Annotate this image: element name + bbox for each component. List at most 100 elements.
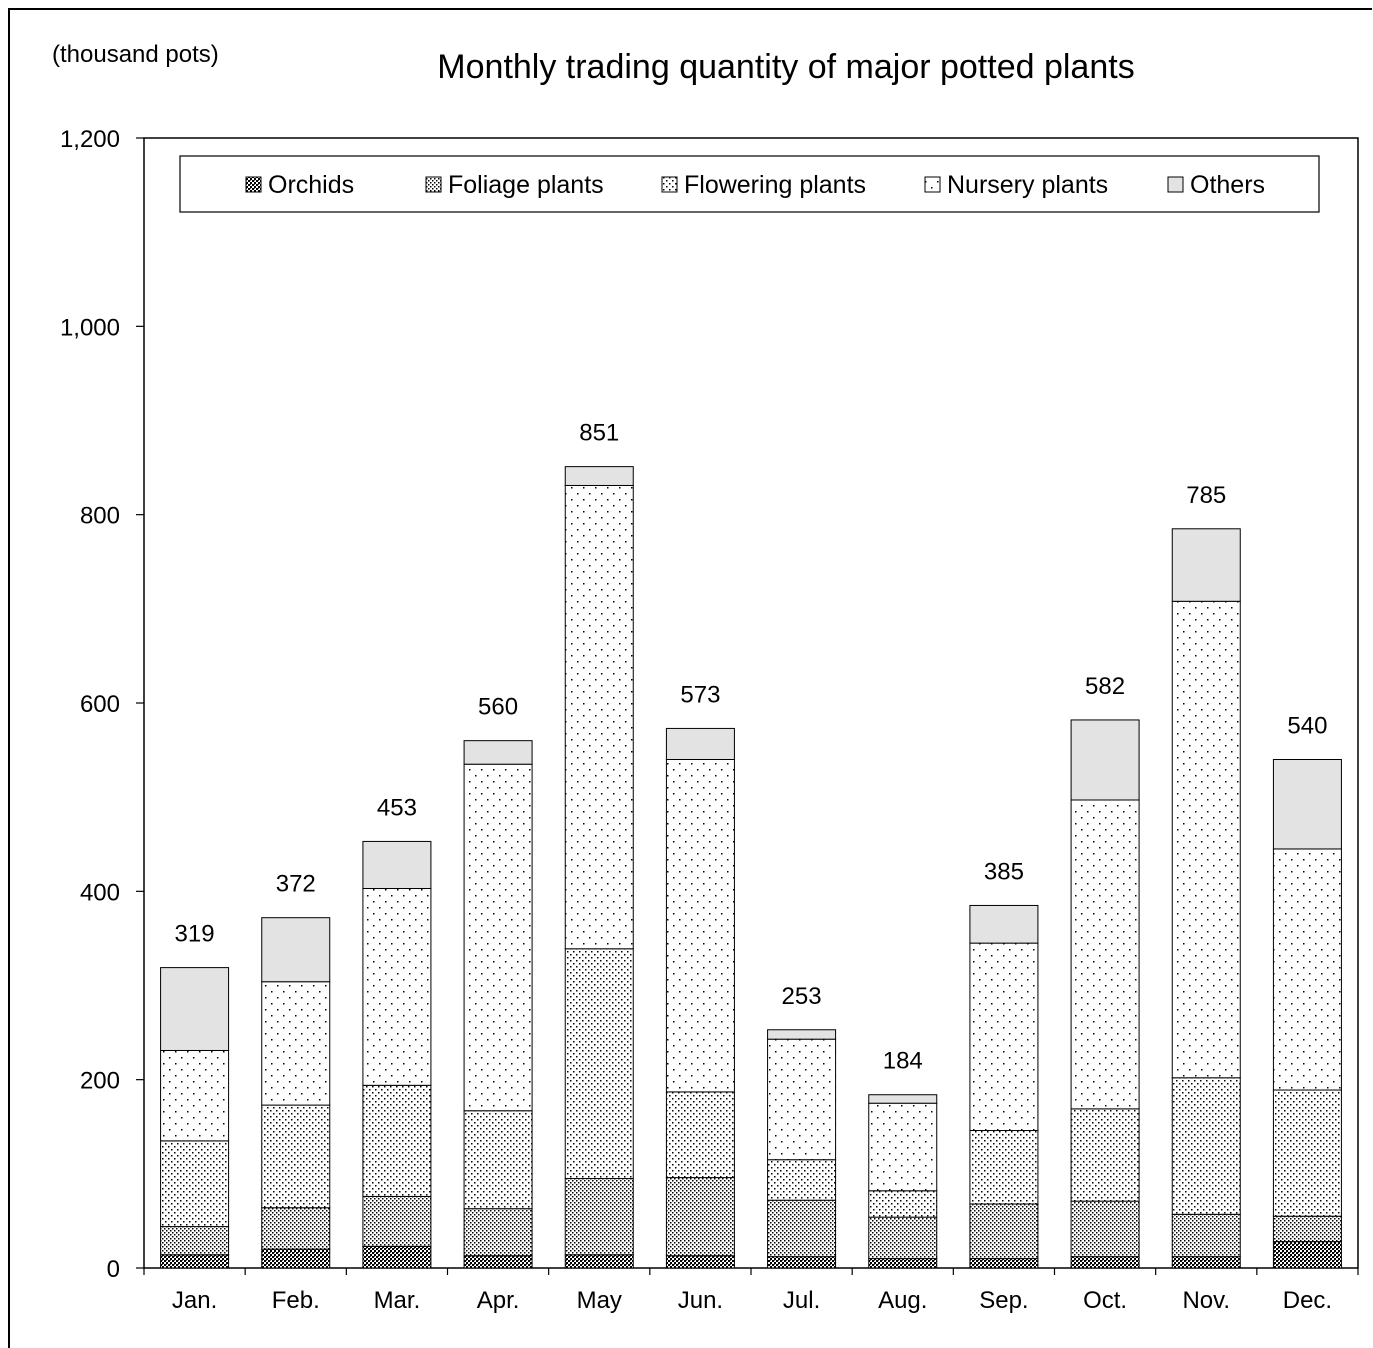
bar-segment [969, 942, 1039, 1132]
bar-total-label: 851 [579, 420, 619, 447]
bar-segment [665, 1177, 735, 1257]
y-tick-label: 400 [80, 879, 120, 906]
bar-segment [868, 1102, 938, 1192]
bar-total-label: 560 [478, 694, 518, 721]
bar-segment [1070, 719, 1140, 801]
bar-total-label: 319 [175, 921, 215, 948]
bar-segment [160, 1140, 230, 1228]
legend-label: Nursery plants [947, 171, 1108, 199]
bar-total-label: 184 [883, 1048, 923, 1075]
bar-segment [362, 1195, 432, 1247]
bar-segment [665, 759, 735, 1093]
bar-total-label: 540 [1287, 713, 1327, 740]
bar-segment [362, 1084, 432, 1197]
unit-label: (thousand pots) [52, 41, 219, 68]
bar-segment [1171, 600, 1241, 1079]
x-tick-label: Aug. [878, 1287, 927, 1314]
bar-total-label: 372 [276, 871, 316, 898]
bar-segment [564, 948, 634, 1180]
x-tick-label: Apr. [477, 1287, 520, 1314]
bar-segment [564, 466, 634, 486]
y-tick-label: 1,000 [60, 314, 120, 341]
legend-swatch [425, 176, 442, 193]
bar-total-label: 253 [782, 983, 822, 1010]
x-tick-label: Nov. [1182, 1287, 1230, 1314]
y-tick-label: 0 [107, 1256, 120, 1283]
bar-segment [767, 1029, 837, 1040]
bar-segment [969, 1203, 1039, 1260]
bar-segment [1070, 1108, 1140, 1202]
bar-segment [463, 763, 533, 1112]
chart-frame: (thousand pots) Monthly trading quantity… [8, 8, 1372, 1348]
x-axis: Jan. Feb. Mar. Apr. May Jun. Jul. Aug. Sep. Oct. N… [143, 1268, 1359, 1314]
bar-segment [1171, 1256, 1241, 1269]
bar-segment [969, 1258, 1039, 1269]
bar-segment [969, 904, 1039, 944]
bar-segment [868, 1258, 938, 1269]
bar-segment [1272, 1215, 1342, 1243]
legend-label: Foliage plants [448, 171, 604, 199]
bar-segment [767, 1199, 837, 1258]
bar-segment [261, 917, 331, 983]
legend-swatch [245, 176, 262, 193]
bar-segment [868, 1094, 938, 1104]
bar-segment [1070, 1200, 1140, 1258]
y-axis: 0 200 400 600 800 1,000 1,200 [60, 126, 144, 1283]
x-tick-label: Sep. [979, 1287, 1028, 1314]
legend-swatch [661, 176, 678, 193]
bar-segment [1070, 799, 1140, 1110]
bar-segment [564, 484, 634, 950]
x-tick-label: Jan. [172, 1287, 217, 1314]
bar-segment [1171, 1077, 1241, 1215]
bar-segment [160, 967, 230, 1051]
y-tick-label: 600 [80, 691, 120, 718]
bar-segment [564, 1254, 634, 1269]
bar-total-label: 582 [1085, 673, 1125, 700]
bar-segment [767, 1256, 837, 1269]
bar-segment [261, 981, 331, 1106]
bar-segment [564, 1178, 634, 1256]
legend-swatch [924, 176, 941, 193]
x-tick-label: Jun. [678, 1287, 723, 1314]
chart-title: Monthly trading quantity of major potted… [437, 48, 1134, 86]
bar-total-label: 385 [984, 858, 1024, 885]
bar-segment [261, 1248, 331, 1269]
bar-segment [1070, 1256, 1140, 1269]
bar-segment [767, 1038, 837, 1161]
bar-total-label: 573 [680, 681, 720, 708]
bar-segment [362, 1245, 432, 1269]
y-tick-label: 1,200 [60, 126, 120, 153]
bar-segment [767, 1159, 837, 1201]
bar-segment [1171, 1213, 1241, 1258]
x-tick-label: May [577, 1287, 622, 1314]
bar-segment [463, 1208, 533, 1257]
x-tick-label: Mar. [374, 1287, 421, 1314]
y-tick-label: 200 [80, 1068, 120, 1095]
legend-box [179, 155, 1320, 213]
bar-segment [160, 1254, 230, 1269]
bar-segment [665, 727, 735, 760]
stacked-bar-chart: (thousand pots) Monthly trading quantity… [52, 41, 1359, 1314]
y-tick-label: 800 [80, 503, 120, 530]
bar-segment [362, 840, 432, 890]
bar-segment [463, 1110, 533, 1210]
legend-swatch [1167, 176, 1184, 193]
bar-total-label: 785 [1186, 482, 1226, 509]
legend-label: Orchids [268, 171, 354, 199]
bar-segment [1272, 1241, 1342, 1269]
bar-segment [868, 1190, 938, 1218]
bar-segment [1272, 848, 1342, 1091]
bar-segment [665, 1255, 735, 1269]
legend-label: Flowering plants [684, 171, 866, 199]
legend-label: Others [1190, 171, 1265, 199]
bar-segment [160, 1049, 230, 1142]
x-tick-label: Dec. [1283, 1287, 1332, 1314]
bar-segment [261, 1207, 331, 1250]
bar-segment [969, 1130, 1039, 1205]
x-tick-label: Feb. [272, 1287, 320, 1314]
bar-total-label: 453 [377, 794, 417, 821]
bar-segment [1171, 528, 1241, 602]
total-labels-group: 319 372 453 560 851 573 253 184 385 582 785 540 [175, 420, 1328, 1075]
bar-segment [160, 1226, 230, 1256]
bars-group [160, 466, 1342, 1269]
